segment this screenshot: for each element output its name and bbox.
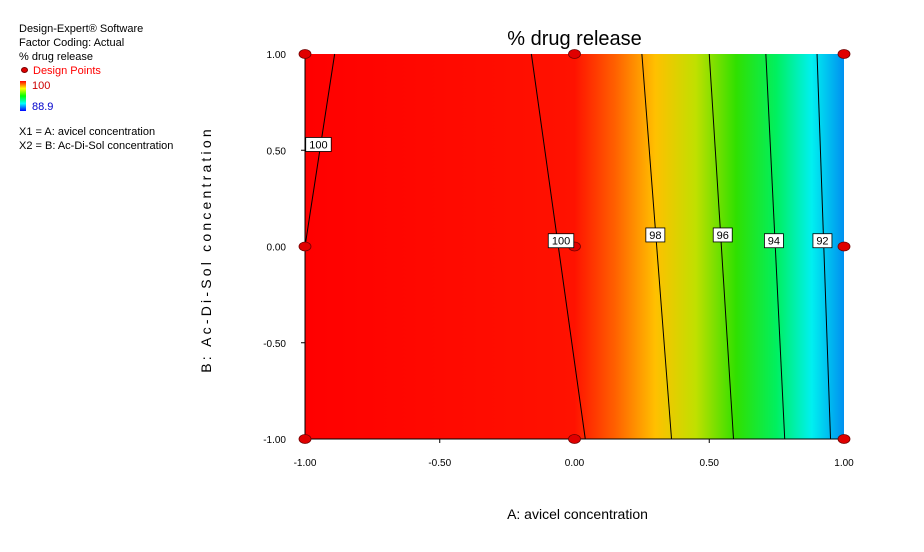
x-tick-label: -0.50 [428,458,451,469]
contour-label-box [547,233,575,249]
design-point [568,434,581,444]
side-info-panel: Design-Expert® Software Factor Coding: A… [19,22,173,153]
factor-coding-label: Factor Coding: Actual [19,37,125,49]
contour-label-box [812,233,833,249]
color-scale: 100 88.9 [19,79,173,113]
contour-label: 100 [309,139,327,151]
contour-label: 96 [717,230,729,242]
y-axis-label: B: Ac-Di-Sol concentration [198,126,214,373]
design-point [298,434,312,444]
design-point [837,49,851,59]
contour-label-box [305,137,332,152]
x1-factor-label: X1 = A: avicel concentration [19,126,156,138]
x-tick-label: 0.00 [565,458,585,469]
contour-label-box [764,233,784,249]
chart-title: % drug release [507,28,642,50]
design-point [837,434,851,444]
contour-labels: 100 100 98 96 94 92 [305,137,833,249]
design-points-label: Design Points [33,65,101,77]
contour-label: 100 [552,236,570,248]
color-scale-bar [20,81,26,111]
x-tick-label: 0.50 [700,458,720,469]
design-points-legend: Design Points [19,64,173,78]
design-point [298,49,312,59]
response-label: % drug release [19,51,93,63]
y-tick-label: -1.00 [263,435,286,446]
x2-factor-label: X2 = B: Ac-Di-Sol concentration [19,140,174,152]
design-points [298,49,851,444]
y-tick-label: 1.00 [267,50,287,61]
contour-line [708,53,735,440]
axes: -1.00 -0.50 0.00 0.50 1.00 1.00 0.50 0.00 -0.50 -… [263,50,854,469]
y-tick-label: 0.00 [267,243,287,254]
design-point [568,49,581,59]
y-tick-label: -0.50 [263,339,286,350]
color-scale-low: 88.9 [32,101,54,113]
contour-label: 98 [649,230,661,242]
x-tick-label: 1.00 [834,458,854,469]
design-point-icon [21,67,28,73]
x-tick-label: -1.00 [294,458,317,469]
color-scale-high: 100 [32,80,51,92]
contour-label: 92 [816,236,828,248]
contour-label-box [712,227,733,243]
y-tick-label: 0.50 [267,146,287,157]
software-label: Design-Expert® Software [19,23,144,35]
design-point [837,241,851,252]
contour-line [641,53,673,440]
contour-label: 94 [768,236,780,248]
x-axis-label: A: avicel concentration [507,506,648,522]
design-point [298,241,312,252]
contour-label-box [645,227,666,243]
